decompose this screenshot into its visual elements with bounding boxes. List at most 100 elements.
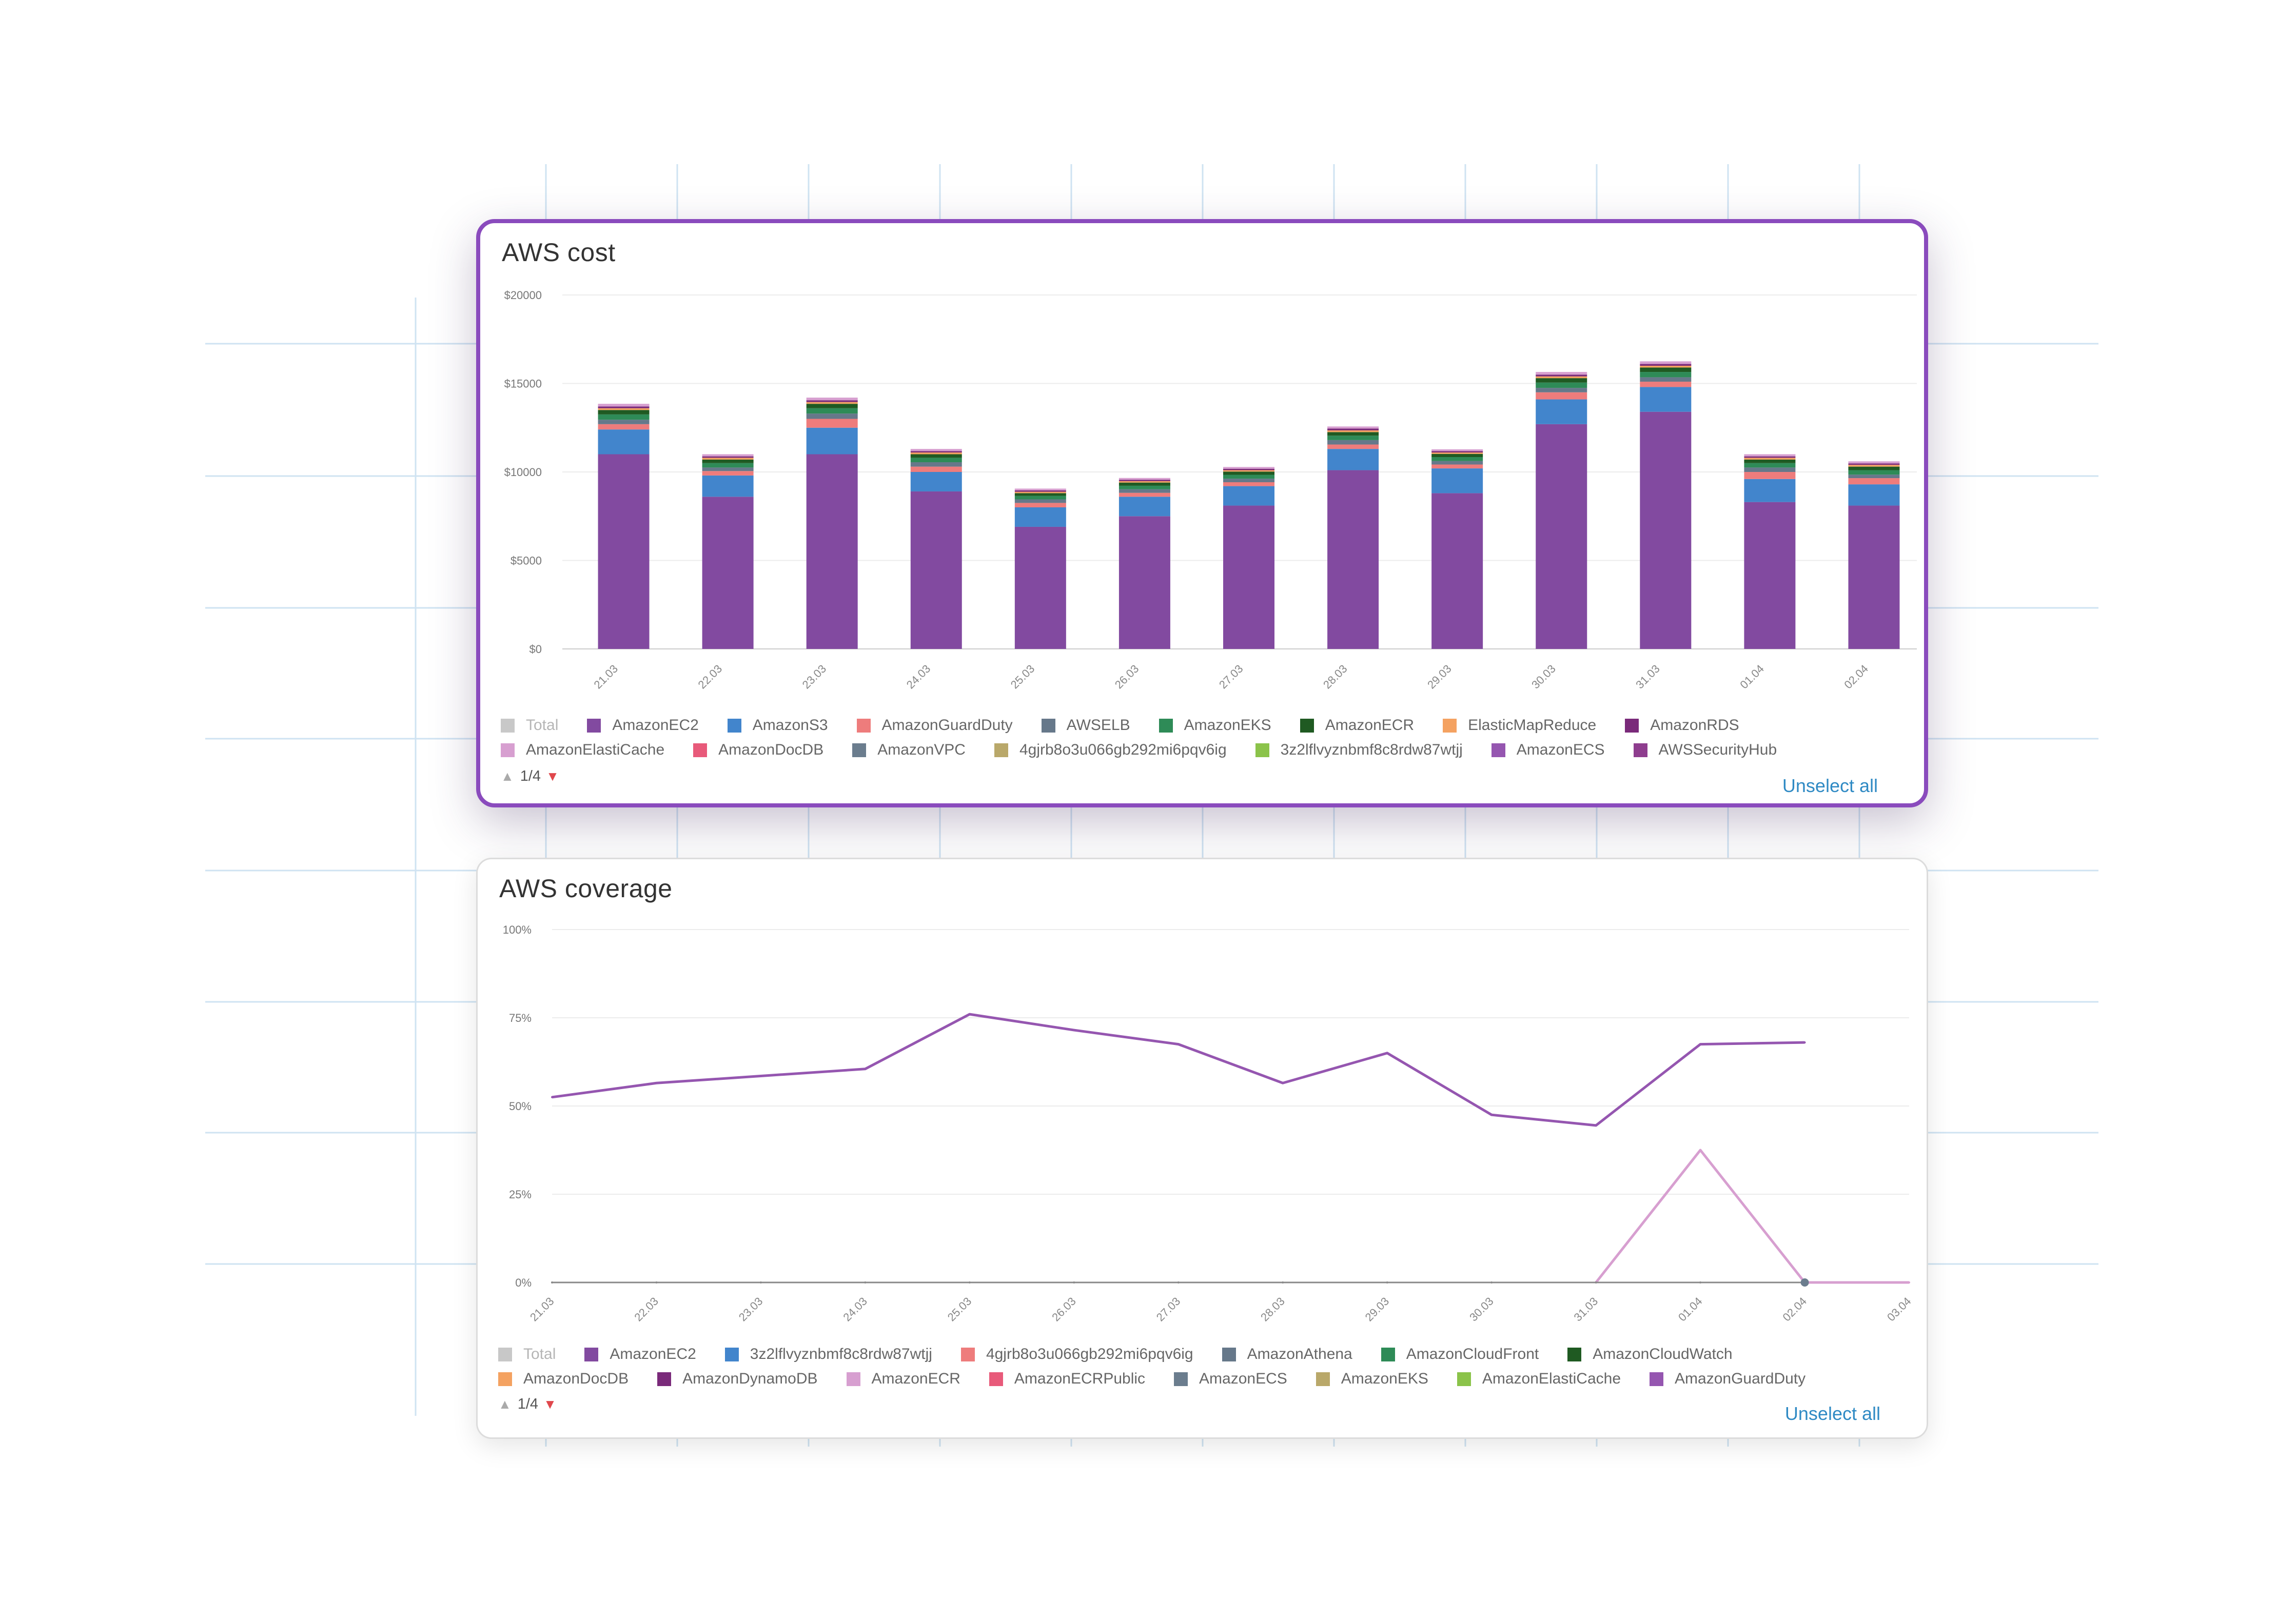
cost-legend-item[interactable]: AWSELB [1041,717,1130,734]
coverage-pager-text: 1/4 [517,1396,539,1412]
page-up-icon[interactable]: ▲ [498,1396,512,1412]
coverage-legend-item[interactable]: AmazonAthena [1222,1346,1352,1363]
bar-segment [598,420,650,424]
bar-segment [1014,491,1066,493]
cost-chart-title: AWS cost [502,238,616,267]
legend-label: 3z2lflvyznbmf8c8rdw87wtjj [750,1346,932,1362]
cost-legend-item[interactable]: AmazonECS [1491,741,1605,759]
bar-segment [702,475,754,497]
coverage-legend-item[interactable]: AmazonEC2 [584,1346,696,1363]
cost-legend-item[interactable]: AmazonDocDB [693,741,823,759]
page-down-icon[interactable]: ▼ [543,1396,557,1412]
data-point [655,1082,658,1084]
cost-legend-pager[interactable]: ▲ 1/4 ▼ [501,768,559,785]
coverage-legend-item[interactable]: Total [498,1346,556,1363]
coverage-legend-item[interactable]: AmazonECS [1174,1370,1287,1388]
bar-segment [1640,361,1692,364]
bar-segment [1431,468,1483,493]
bar-segment [806,427,858,455]
legend-label: AmazonDocDB [523,1370,629,1387]
coverage-legend-item[interactable]: AmazonECR [846,1370,960,1388]
coverage-legend-item[interactable]: AmazonECRPublic [989,1370,1145,1388]
y-tick-label: $15000 [504,378,542,390]
bar-segment [1327,428,1379,430]
coverage-legend-item[interactable]: AmazonDynamoDB [657,1370,818,1388]
bar-segment [1223,467,1274,469]
bar-segment [1536,374,1587,377]
cost-legend-item[interactable]: AmazonECR [1300,717,1414,734]
bar-segment [598,414,650,420]
legend-swatch [960,1347,975,1361]
cost-legend-item[interactable]: 4gjrb8o3u066gb292mi6pqv6ig [994,741,1227,759]
cost-legend-item[interactable]: AmazonS3 [727,717,828,734]
bar-segment [806,404,858,408]
cost-legend-item[interactable]: AmazonRDS [1625,717,1739,734]
cost-legend-item[interactable]: Total [501,717,558,734]
cost-legend-item[interactable]: ElasticMapReduce [1443,717,1596,734]
coverage-unselect-all-link[interactable]: Unselect all [1784,1403,1880,1424]
data-point [1699,1043,1702,1045]
cost-unselect-all-link[interactable]: Unselect all [1782,775,1878,796]
bar-segment [598,410,650,414]
legend-label: 4gjrb8o3u066gb292mi6pqv6ig [986,1346,1193,1362]
bar-segment [1848,470,1900,475]
data-point [864,1068,867,1070]
data-point [1800,1278,1809,1287]
data-point [551,1281,553,1283]
data-point [864,1281,867,1283]
bar-segment [702,467,754,471]
x-tick-label: 24.03 [840,1295,870,1324]
legend-label: 4gjrb8o3u066gb292mi6pqv6ig [1019,741,1227,758]
coverage-legend-pager[interactable]: ▲ 1/4 ▼ [498,1396,557,1413]
coverage-legend-item[interactable]: AmazonEKS [1316,1370,1428,1388]
cost-legend-item[interactable]: AmazonElastiCache [501,741,664,759]
legend-label: AmazonS3 [752,717,828,734]
coverage-legend: Total AmazonEC2 3z2lflvyznbmf8c8rdw87wtjj 4… [498,1346,1880,1388]
legend-label: AmazonDocDB [718,741,824,758]
y-tick-label: 25% [509,1188,532,1201]
cost-legend-item[interactable]: AmazonEKS [1159,717,1271,734]
bar-segment [1118,480,1170,481]
coverage-legend-item[interactable]: 3z2lflvyznbmf8c8rdw87wtjj [724,1346,932,1363]
bar-segment [1640,367,1692,372]
x-tick-label: 02.04 [1841,662,1871,692]
bar-segment [1848,484,1900,506]
bar-segment [806,402,858,404]
page-up-icon[interactable]: ▲ [501,768,514,784]
bar-segment [910,451,962,453]
coverage-legend-item[interactable]: 4gjrb8o3u066gb292mi6pqv6ig [960,1346,1193,1363]
bar-segment [1536,378,1587,383]
bar-segment [1536,424,1587,649]
bar-segment [1431,457,1483,461]
bar-segment [702,459,754,463]
legend-swatch [1650,1372,1664,1386]
page-down-icon[interactable]: ▼ [546,768,559,784]
bar-segment [1744,459,1796,463]
legend-swatch [584,1347,599,1361]
coverage-legend-item[interactable]: AmazonElastiCache [1457,1370,1621,1388]
legend-swatch [1300,718,1314,733]
y-tick-label: $10000 [504,466,542,479]
bar-segment [1014,503,1066,507]
x-tick-label: 24.03 [904,662,933,692]
bar-segment [1536,388,1587,392]
x-tick-label: 27.03 [1154,1295,1183,1324]
y-tick-label: 75% [509,1012,532,1024]
coverage-legend-item[interactable]: AmazonGuardDuty [1650,1370,1806,1388]
cost-legend-item[interactable]: 3z2lflvyznbmf8c8rdw87wtjj [1255,741,1463,759]
data-point [968,1013,971,1016]
bar-segment [1327,430,1379,432]
legend-label: AmazonEC2 [612,717,699,734]
legend-label: AmazonElastiCache [1482,1370,1621,1387]
coverage-legend-item[interactable]: AmazonCloudWatch [1567,1346,1733,1363]
legend-label: ElasticMapReduce [1468,717,1597,734]
cost-legend-item[interactable]: AmazonEC2 [587,717,699,734]
coverage-legend-item[interactable]: AmazonDocDB [498,1370,629,1388]
bar-segment [1014,490,1066,492]
y-tick-label: $5000 [511,555,542,567]
cost-legend-item[interactable]: AWSSecurityHub [1633,741,1777,759]
coverage-legend-item[interactable]: AmazonCloudFront [1381,1346,1539,1363]
cost-legend-item[interactable]: AmazonGuardDuty [856,717,1013,734]
cost-legend-item[interactable]: AmazonVPC [852,741,966,759]
data-point [1177,1043,1180,1045]
